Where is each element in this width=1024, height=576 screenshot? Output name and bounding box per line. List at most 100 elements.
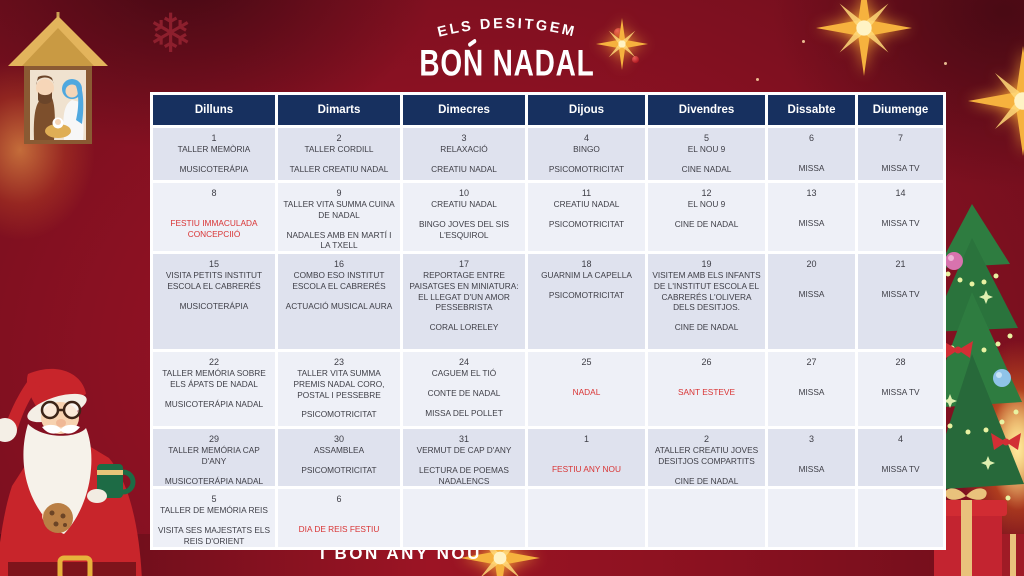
event-text: CINE DE NADAL [674, 322, 739, 333]
calendar-day-cell: 30 ASSAMBLEA PSICOMOTRICITAT [275, 426, 403, 490]
event-text [156, 199, 272, 209]
calendar-day-cell: 5 TALLER DE MEMÓRIA REIS VISITA SES MAJEST… [150, 486, 278, 550]
calendar-day-cell: 1 TALLER MEMÒRIA MUSICOTERÁPIA [150, 125, 278, 183]
day-number: 29 [208, 434, 219, 445]
day-number: 5 [211, 494, 217, 505]
day-number: 4 [583, 133, 589, 143]
calendar-container: Dilluns Dimarts Dimecres Dijous Divendres Dis… [150, 92, 946, 550]
calendar-day-cell: 9 TALLER VITA SUMMA CUINA DE NADAL NADALES… [275, 179, 403, 255]
event-text [771, 368, 852, 378]
event-text: REPORTAGE ENTRE PAISATGES EN MINIATURA: … [409, 270, 519, 313]
day-number: 9 [336, 188, 342, 198]
event-text: MISSA [798, 163, 825, 173]
event-text: BINGO JOVES DEL SIS L'ESQUIROL [418, 218, 510, 240]
event-text: CINE DE NADAL [674, 475, 739, 486]
day-number: 25 [581, 357, 592, 368]
event-text: ATALLER CREATIU JOVES DESITJOS COMPARTIT… [654, 445, 759, 466]
calendar-week-row: 29 TALLER MEMÓRIA CAP D'ANY MUSICOTERÁPIA … [150, 426, 946, 490]
event-text: MUSICOTERÁPIA NADAL [164, 398, 264, 409]
event-text: VISITA SES MAJESTATS ELS REIS D'ORIENT [157, 525, 271, 547]
calendar-day-cell: 2 ATALLER CREATIU JOVES DESITJOS COMPARTI… [645, 426, 768, 490]
day-number: 11 [581, 188, 592, 198]
day-number: 27 [806, 357, 817, 368]
event-text: CREATIU NADAL [431, 163, 497, 174]
event-text: MISSA TV [881, 218, 920, 228]
calendar-day-cell: 8 FESTIU IMMACULADA CONCEPCIIÓ [150, 179, 278, 255]
event-text: PSICOMOTRICITAT [548, 163, 625, 174]
calendar-day-cell: 3 RELAXACIÓ CREATIU NADAL [400, 125, 528, 183]
event-text: TALLER MEMÓRIA CAP D'ANY [168, 445, 260, 466]
event-text [861, 445, 940, 455]
calendar-day-cell [525, 486, 648, 550]
calendar-day-cell [855, 486, 946, 550]
activity-calendar-table: Dilluns Dimarts Dimecres Dijous Divendres Dis… [150, 92, 946, 550]
day-of-week-header: Dimecres [400, 92, 528, 128]
bauble-icon [614, 28, 623, 37]
calendar-day-cell: 19 VISITEM AMB ELS INFANTS DE L'INSTITUT … [645, 251, 768, 353]
day-number: 1 [583, 434, 589, 445]
day-number: 4 [897, 434, 903, 445]
day-number: 5 [703, 133, 709, 143]
day-number: 17 [458, 259, 469, 270]
calendar-day-cell: 20 MISSA [765, 251, 858, 353]
day-number: 6 [336, 494, 342, 505]
event-text: MISSA TV [881, 464, 920, 475]
day-number: 23 [333, 357, 344, 368]
day-number: 26 [701, 357, 712, 368]
event-text: MISSA [798, 289, 825, 300]
event-text: MUSICOTERÁPIA NADAL [164, 475, 264, 486]
day-number: 13 [806, 188, 817, 198]
event-text [861, 368, 940, 378]
day-number: 16 [333, 259, 344, 270]
calendar-week-row: 15 VISITA PETITS INSTITUT ESCOLA EL CABRE… [150, 251, 946, 353]
day-of-week-header: Dijous [525, 92, 648, 128]
snowflake-icon: ❄ [148, 2, 194, 65]
calendar-day-cell: 12 EL NOU 9 CINE DE NADAL [645, 179, 768, 255]
event-text [531, 445, 642, 455]
day-number: 2 [336, 133, 342, 143]
event-text: MISSA [798, 464, 825, 475]
event-text [771, 270, 852, 280]
event-text: FESTIU IMMACULADA CONCEPCIIÓ [170, 218, 258, 239]
day-number: 1 [211, 133, 217, 143]
calendar-day-cell: 4 BINGO PSICOMOTRICITAT [525, 125, 648, 183]
nativity-scene-icon [8, 12, 108, 144]
day-number: 28 [895, 357, 906, 368]
calendar-day-cell: 11 CREATIU NADAL PSICOMOTRICITAT [525, 179, 648, 255]
event-text: MISSA TV [881, 387, 920, 398]
calendar-day-cell: 31 VERMUT DE CAP D'ANY LECTURA DE POEMAS N… [400, 426, 528, 490]
day-number: 6 [808, 133, 814, 143]
event-text: GUARNIM LA CAPELLA [541, 270, 632, 281]
gold-star-icon [968, 46, 1024, 156]
event-text: CREATIU NADAL [553, 199, 620, 209]
calendar-day-cell: 14 MISSA TV [855, 179, 946, 255]
event-text [861, 144, 940, 154]
calendar-week-row: 1 TALLER MEMÒRIA MUSICOTERÁPIA 2 TALLER CORD… [150, 125, 946, 183]
main-title-text: BON NADAL [419, 42, 595, 85]
calendar-day-cell: 16 COMBO ESO INSTITUT ESCOLA EL CABRERÉS A… [275, 251, 403, 353]
event-text: CINE DE NADAL [674, 218, 739, 229]
day-number: 14 [895, 188, 906, 198]
event-text: TALLER CORDILL [304, 144, 374, 154]
event-text: VISITEM AMB ELS INFANTS DE L'INSTITUT ES… [652, 270, 761, 313]
event-text: MISSA [798, 218, 825, 228]
calendar-day-cell [645, 486, 768, 550]
calendar-day-cell: 13 MISSA [765, 179, 858, 255]
day-number: 22 [208, 357, 219, 368]
event-text: VERMUT DE CAP D'ANY [416, 445, 512, 456]
calendar-day-cell: 15 VISITA PETITS INSTITUT ESCOLA EL CABRE… [150, 251, 278, 353]
day-number: 18 [581, 259, 592, 270]
event-text: TALLER MEMÒRIA [177, 144, 251, 154]
santa-claus-icon [0, 368, 142, 576]
event-text: ACTUACIÓ MUSICAL AURA [285, 300, 393, 311]
day-of-week-header: Dilluns [150, 92, 278, 128]
event-text: TALLER DE MEMÓRIA REIS [160, 505, 268, 516]
day-number: 7 [897, 133, 903, 143]
day-number: 30 [333, 434, 344, 445]
event-text: FESTIU ANY NOU [551, 464, 621, 475]
event-text: LECTURA DE POEMAS NADALENCS [419, 464, 509, 486]
event-text: MISSA DEL POLLET [425, 407, 503, 418]
event-text: RELAXACIÓ [440, 144, 488, 154]
event-text: MISSA TV [881, 289, 920, 300]
event-text: COMBO ESO INSTITUT ESCOLA EL CABRERÉS [292, 270, 386, 291]
